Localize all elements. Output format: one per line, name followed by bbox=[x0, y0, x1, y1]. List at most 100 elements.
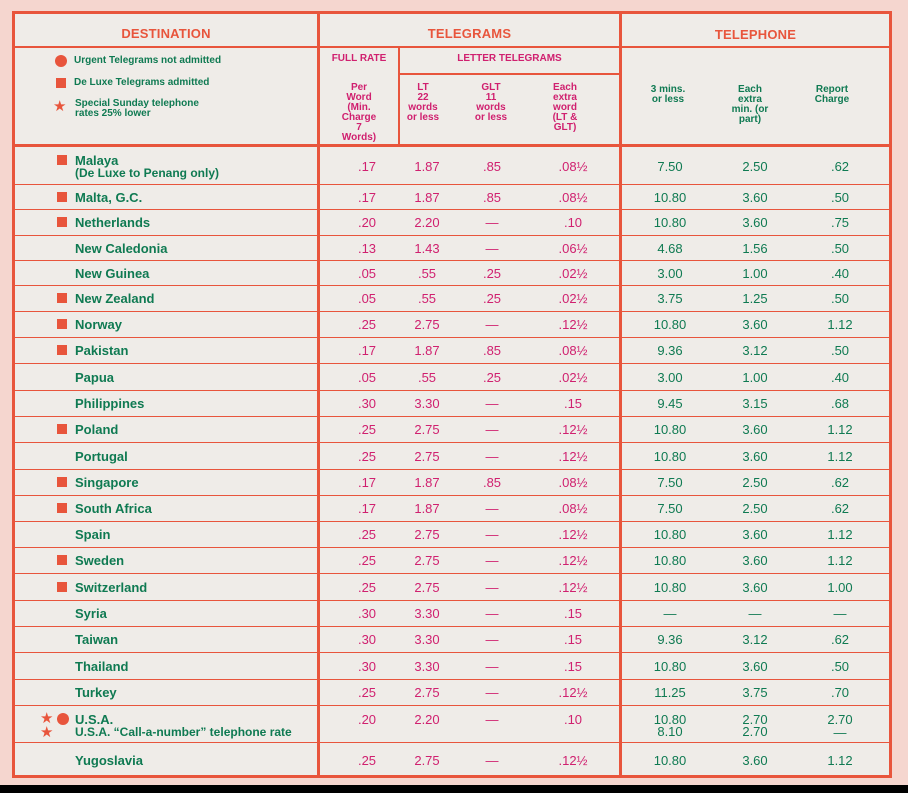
grid-line-h bbox=[15, 209, 889, 210]
extra-min-value: 3.75 bbox=[742, 685, 768, 700]
lt-value: 2.75 bbox=[414, 685, 440, 700]
lt-header-line: 22 bbox=[417, 92, 429, 103]
three-mins-value: 3.75 bbox=[657, 291, 683, 306]
extra-min-value: 2.50 bbox=[742, 159, 768, 174]
glt-value: .25 bbox=[482, 291, 502, 306]
lt-value: 2.75 bbox=[414, 753, 440, 768]
full-rate-value: .30 bbox=[357, 396, 377, 411]
lt-value: 1.87 bbox=[414, 343, 440, 358]
destination-name: Thailand bbox=[75, 659, 129, 674]
grid-line-v bbox=[398, 47, 400, 144]
grid-line-h bbox=[15, 442, 889, 443]
extra-min-header: Each extra min. (or part) bbox=[720, 85, 780, 125]
lt-value: 2.75 bbox=[414, 580, 440, 595]
deluxe-square-icon bbox=[57, 293, 67, 303]
lt-value: 2.20 bbox=[414, 712, 440, 727]
extra-min-value: 2.70 bbox=[742, 724, 768, 739]
full-rate-value: .13 bbox=[357, 241, 377, 256]
grid-line-h bbox=[15, 416, 889, 417]
lt-value: 2.75 bbox=[414, 317, 440, 332]
full-rate-header: FULL RATE bbox=[331, 53, 387, 64]
extra-word-value: .02½ bbox=[558, 266, 588, 281]
extra-min-value: 3.12 bbox=[742, 343, 768, 358]
report-charge-value: 2.70 bbox=[827, 712, 853, 727]
destination-name: Philippines bbox=[75, 396, 145, 411]
destination-name: Syria bbox=[75, 606, 107, 621]
full-rate-value: .25 bbox=[357, 553, 377, 568]
extra-min-value: 2.50 bbox=[742, 501, 768, 516]
report-charge-value: 1.12 bbox=[827, 422, 853, 437]
extra-word-header-line: extra bbox=[553, 92, 577, 103]
glt-value: .25 bbox=[482, 370, 502, 385]
three-mins-value: 3.00 bbox=[657, 370, 683, 385]
destination-name: New Zealand bbox=[75, 291, 155, 306]
per-word-header-line: Words) bbox=[341, 132, 377, 143]
legend-sunday: Special Sunday telephone bbox=[75, 98, 199, 109]
three-mins-header-line: 3 mins. bbox=[650, 84, 686, 95]
lt-header-line: or less bbox=[406, 112, 440, 123]
extra-min-header-line: extra bbox=[738, 94, 762, 105]
full-rate-value: .17 bbox=[357, 343, 377, 358]
report-charge-value: 1.12 bbox=[827, 753, 853, 768]
extra-min-value: 1.00 bbox=[742, 266, 768, 281]
deluxe-square-icon bbox=[57, 477, 67, 487]
grid-line-h bbox=[15, 144, 889, 147]
destination-name: South Africa bbox=[75, 501, 152, 516]
grid-line-h bbox=[15, 705, 889, 706]
per-word-header-line: (Min. bbox=[347, 102, 371, 113]
glt-value: — bbox=[485, 396, 499, 411]
three-mins-value: 7.50 bbox=[657, 159, 683, 174]
deluxe-square-icon bbox=[57, 155, 67, 165]
extra-word-value: .12½ bbox=[558, 685, 588, 700]
sunday-star-icon: ★ bbox=[53, 98, 67, 115]
extra-min-value: 3.60 bbox=[742, 190, 768, 205]
lt-header-line: LT bbox=[417, 82, 429, 93]
per-word-header-line: Per bbox=[350, 82, 368, 93]
extra-min-value: — bbox=[748, 606, 762, 621]
glt-value: — bbox=[485, 527, 499, 542]
extra-word-value: .12½ bbox=[558, 317, 588, 332]
extra-word-value: .12½ bbox=[558, 553, 588, 568]
destination-name: Malaya bbox=[75, 153, 119, 168]
grid-line-h bbox=[15, 652, 889, 653]
lt-header-line: words bbox=[408, 102, 438, 113]
glt-value: — bbox=[485, 553, 499, 568]
three-mins-value: 10.80 bbox=[653, 317, 687, 332]
three-mins-header-line: or less bbox=[651, 94, 685, 105]
glt-value: .85 bbox=[482, 343, 502, 358]
lt-value: 1.87 bbox=[414, 159, 440, 174]
report-charge-value: 1.12 bbox=[827, 553, 853, 568]
full-rate-value: .17 bbox=[357, 501, 377, 516]
extra-word-header: Each extra word (LT & GLT) bbox=[535, 83, 595, 133]
destination-header: DESTINATION bbox=[121, 26, 211, 41]
extra-min-value: 3.60 bbox=[742, 317, 768, 332]
extra-word-value: .02½ bbox=[558, 370, 588, 385]
glt-header-line: GLT bbox=[481, 82, 501, 93]
full-rate-value: .20 bbox=[357, 215, 377, 230]
scan-edge bbox=[0, 785, 908, 793]
grid-line-h bbox=[15, 626, 889, 627]
grid-line-h bbox=[15, 679, 889, 680]
rate-table bbox=[12, 11, 892, 778]
extra-min-value: 1.00 bbox=[742, 370, 768, 385]
extra-word-value: .15 bbox=[563, 659, 583, 674]
extra-word-header-line: GLT) bbox=[553, 122, 577, 133]
extra-min-header-line: Each bbox=[738, 84, 762, 95]
legend-urgent: Urgent Telegrams not admitted bbox=[74, 55, 222, 66]
report-charge-value: .50 bbox=[830, 343, 850, 358]
glt-value: — bbox=[485, 580, 499, 595]
three-mins-value: 10.80 bbox=[653, 527, 687, 542]
destination-name: New Guinea bbox=[75, 266, 150, 281]
extra-min-value: 3.15 bbox=[742, 396, 768, 411]
destination-name: Poland bbox=[75, 422, 119, 437]
extra-min-value: 2.50 bbox=[742, 475, 768, 490]
report-charge-value: .62 bbox=[830, 501, 850, 516]
destination-name: Norway bbox=[75, 317, 122, 332]
report-charge-value: — bbox=[833, 606, 847, 621]
destination-name: Malta, G.C. bbox=[75, 190, 143, 205]
glt-value: — bbox=[485, 606, 499, 621]
destination-note: (De Luxe to Penang only) bbox=[75, 166, 220, 180]
glt-header-line: or less bbox=[474, 112, 508, 123]
lt-value: 3.30 bbox=[414, 606, 440, 621]
grid-line-h bbox=[15, 235, 889, 236]
